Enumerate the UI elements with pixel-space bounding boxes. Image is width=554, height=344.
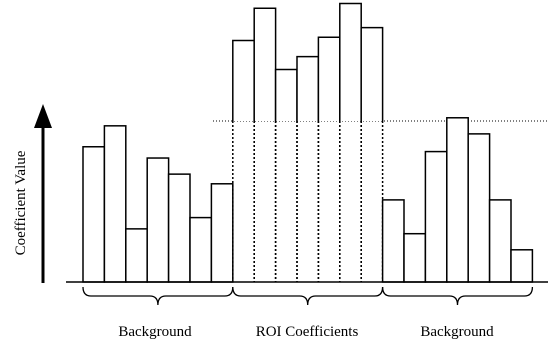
bar-region1-4 (146, 157, 170, 283)
brace-region3 (381, 286, 534, 306)
bar-region2-1 (232, 39, 255, 282)
bar-region1-3 (125, 228, 148, 283)
brace-region1 (82, 286, 234, 306)
up-arrow-icon (34, 104, 52, 128)
region-label-roi: ROI Coefficients (256, 324, 359, 340)
bar-region1-5 (167, 173, 191, 283)
bar-region2-3 (274, 68, 298, 282)
bar-region2-2 (253, 7, 277, 282)
y-axis-label: Coefficient Value (13, 150, 29, 255)
bar-region1-7 (210, 183, 234, 283)
bar-region1-2 (103, 125, 127, 283)
bar-region2-5 (317, 36, 341, 282)
bar-region3-4 (446, 117, 469, 283)
bar-region1-6 (189, 216, 213, 283)
bar-region2-6 (339, 2, 362, 282)
bar-region1-1 (82, 146, 106, 283)
bar-region2-7 (360, 26, 384, 282)
bars-layer (82, 2, 534, 283)
bar-region3-2 (403, 232, 427, 283)
braces-layer (82, 286, 534, 306)
bar-region2-4 (296, 55, 320, 282)
region-label-background-left: Background (118, 324, 192, 340)
bar-region3-6 (488, 199, 512, 283)
bar-region3-5 (467, 133, 491, 283)
bar-region3-1 (381, 199, 405, 283)
bar-region3-7 (510, 249, 534, 283)
y-axis-arrow (34, 104, 52, 283)
bar-region3-3 (424, 150, 448, 283)
brace-region2 (232, 286, 384, 306)
region-label-background-right: Background (420, 324, 494, 340)
